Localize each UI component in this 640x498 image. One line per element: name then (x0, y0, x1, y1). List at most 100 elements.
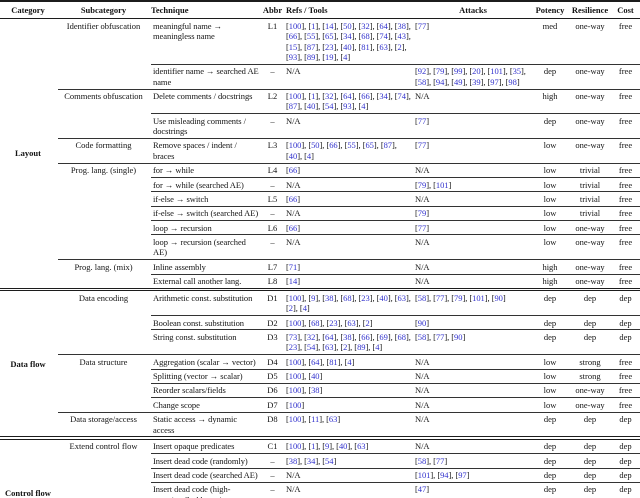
citation-link[interactable]: 1 (311, 91, 316, 102)
citation-link[interactable]: 69 (379, 331, 388, 342)
citation-link[interactable]: 71 (288, 261, 298, 272)
citation-link[interactable]: 23 (329, 317, 338, 328)
citation-link[interactable]: 49 (454, 76, 463, 87)
citation-link[interactable]: 79 (435, 66, 445, 77)
citation-link[interactable]: 38 (288, 455, 298, 466)
citation-link[interactable]: 40 (379, 292, 388, 303)
citation-link[interactable]: 100 (288, 317, 302, 328)
citation-link[interactable]: 40 (338, 441, 348, 452)
citation-link[interactable]: 32 (361, 20, 370, 31)
citation-link[interactable]: 4 (343, 51, 348, 62)
citation-link[interactable]: 94 (435, 76, 445, 87)
citation-link[interactable]: 68 (311, 317, 320, 328)
citation-link[interactable]: 63 (347, 317, 356, 328)
citation-link[interactable]: 58 (417, 76, 427, 87)
citation-link[interactable]: 2 (288, 303, 293, 314)
citation-link[interactable]: 34 (343, 31, 352, 42)
citation-link[interactable]: 40 (311, 371, 320, 382)
citation-link[interactable]: 63 (325, 342, 334, 353)
citation-link[interactable]: 100 (288, 385, 302, 396)
citation-link[interactable]: 32 (306, 331, 316, 342)
citation-link[interactable]: 2 (397, 41, 402, 52)
citation-link[interactable]: 23 (361, 292, 370, 303)
citation-link[interactable]: 1 (311, 20, 316, 31)
citation-link[interactable]: 55 (306, 31, 316, 42)
citation-link[interactable]: 63 (397, 292, 406, 303)
citation-link[interactable]: 73 (288, 331, 298, 342)
citation-link[interactable]: 39 (472, 76, 481, 87)
citation-link[interactable]: 90 (454, 331, 463, 342)
citation-link[interactable]: 97 (490, 76, 499, 87)
citation-link[interactable]: 66 (361, 91, 370, 102)
citation-link[interactable]: 100 (288, 20, 302, 31)
citation-link[interactable]: 74 (397, 91, 406, 102)
citation-link[interactable]: 93 (288, 51, 298, 62)
citation-link[interactable]: 90 (494, 292, 503, 303)
citation-link[interactable]: 65 (365, 140, 374, 151)
citation-link[interactable]: 68 (343, 292, 352, 303)
citation-link[interactable]: 100 (288, 292, 302, 303)
citation-link[interactable]: 94 (440, 470, 449, 481)
citation-link[interactable]: 58 (417, 292, 427, 303)
citation-link[interactable]: 101 (435, 179, 449, 190)
citation-link[interactable]: 14 (325, 20, 334, 31)
citation-link[interactable]: 34 (379, 91, 388, 102)
citation-link[interactable]: 100 (288, 441, 302, 452)
citation-link[interactable]: 15 (288, 41, 298, 52)
citation-link[interactable]: 77 (435, 292, 445, 303)
citation-link[interactable]: 58 (417, 331, 427, 342)
citation-link[interactable]: 87 (383, 140, 393, 151)
citation-link[interactable]: 2 (343, 342, 348, 353)
citation-link[interactable]: 77 (435, 455, 445, 466)
citation-link[interactable]: 63 (357, 441, 366, 452)
citation-link[interactable]: 34 (306, 455, 316, 466)
citation-link[interactable]: 77 (417, 222, 427, 233)
citation-link[interactable]: 74 (379, 31, 388, 42)
citation-link[interactable]: 77 (417, 20, 427, 31)
citation-link[interactable]: 64 (379, 20, 388, 31)
citation-link[interactable]: 65 (325, 31, 334, 42)
citation-link[interactable]: 89 (357, 342, 366, 353)
citation-link[interactable]: 98 (508, 76, 517, 87)
citation-link[interactable]: 100 (288, 399, 302, 410)
citation-link[interactable]: 68 (397, 331, 406, 342)
citation-link[interactable]: 54 (306, 342, 316, 353)
citation-link[interactable]: 79 (454, 292, 463, 303)
citation-link[interactable]: 81 (361, 41, 370, 52)
citation-link[interactable]: 50 (343, 20, 352, 31)
citation-link[interactable]: 100 (288, 371, 302, 382)
citation-link[interactable]: 64 (311, 356, 320, 367)
citation-link[interactable]: 1 (311, 441, 316, 452)
citation-link[interactable]: 66 (288, 222, 298, 233)
citation-link[interactable]: 38 (311, 385, 320, 396)
citation-link[interactable]: 9 (311, 292, 316, 303)
citation-link[interactable]: 4 (347, 356, 352, 367)
citation-link[interactable]: 79 (417, 179, 427, 190)
citation-link[interactable]: 38 (343, 331, 352, 342)
citation-link[interactable]: 68 (361, 31, 370, 42)
citation-link[interactable]: 99 (454, 66, 463, 77)
citation-link[interactable]: 32 (325, 91, 334, 102)
citation-link[interactable]: 23 (325, 41, 334, 52)
citation-link[interactable]: 87 (288, 101, 298, 112)
citation-link[interactable]: 79 (417, 208, 427, 219)
citation-link[interactable]: 35 (512, 66, 522, 77)
citation-link[interactable]: 66 (329, 140, 338, 151)
citation-link[interactable]: 77 (435, 331, 445, 342)
citation-link[interactable]: 66 (288, 31, 298, 42)
citation-link[interactable]: 4 (375, 342, 380, 353)
citation-link[interactable]: 64 (325, 331, 334, 342)
citation-link[interactable]: 54 (325, 101, 334, 112)
citation-link[interactable]: 81 (329, 356, 338, 367)
citation-link[interactable]: 100 (288, 91, 302, 102)
citation-link[interactable]: 101 (472, 292, 485, 303)
citation-link[interactable]: 40 (288, 150, 298, 161)
citation-link[interactable]: 100 (288, 356, 302, 367)
citation-link[interactable]: 66 (288, 165, 298, 176)
citation-link[interactable]: 66 (288, 193, 298, 204)
citation-link[interactable]: 66 (361, 331, 370, 342)
citation-link[interactable]: 40 (306, 101, 316, 112)
citation-link[interactable]: 9 (325, 441, 330, 452)
citation-link[interactable]: 100 (288, 140, 302, 151)
citation-link[interactable]: 47 (417, 484, 427, 495)
